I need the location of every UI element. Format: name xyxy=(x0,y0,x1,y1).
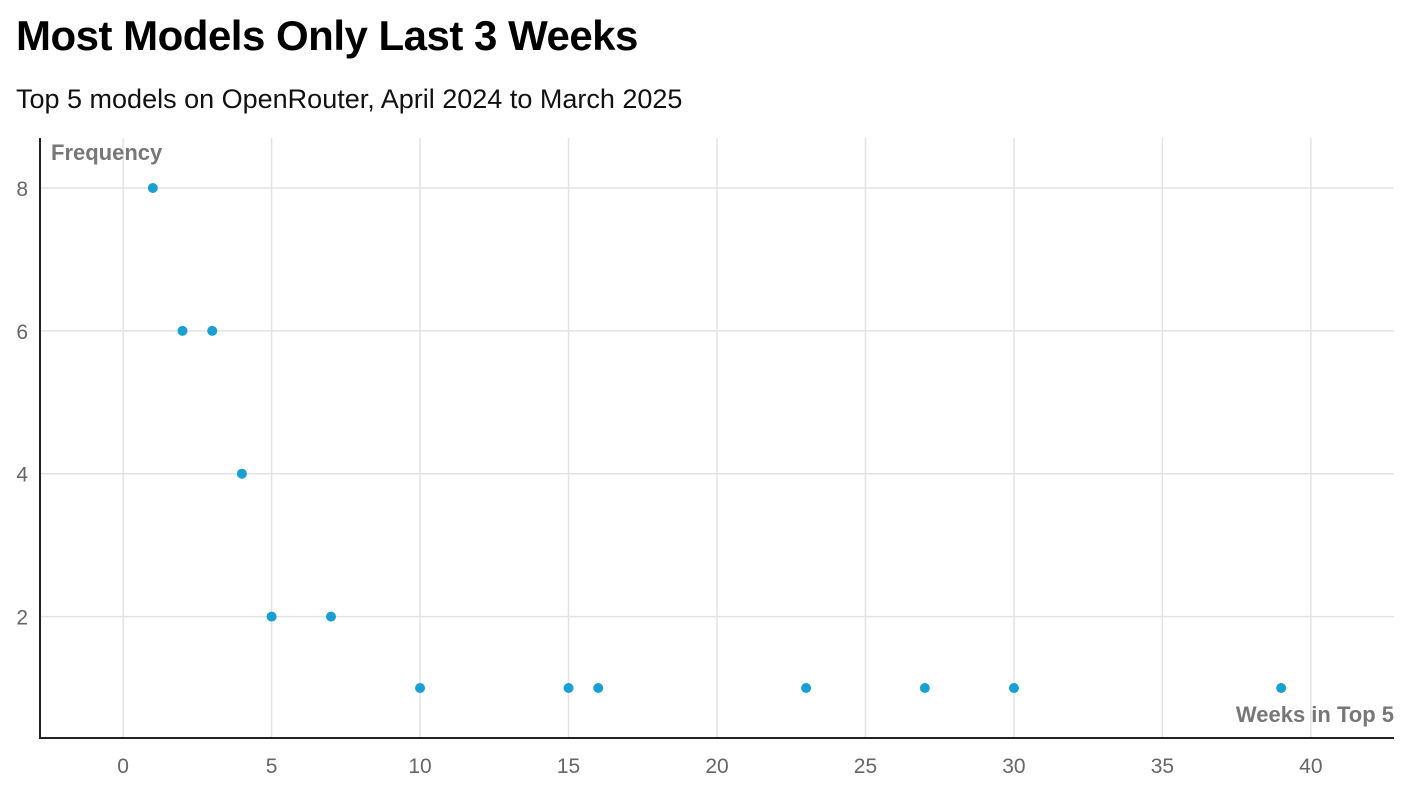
grid-layer xyxy=(40,138,1394,738)
data-point-6 xyxy=(325,611,336,622)
data-point-10 xyxy=(801,683,812,693)
y-tick-label-4: 4 xyxy=(16,464,28,487)
tick-labels: 0 5 10 15 20 25 30 35 40 2 4 6 8 xyxy=(16,178,1322,778)
data-point-11 xyxy=(919,683,930,693)
data-point-3 xyxy=(207,325,218,336)
x-tick-label-30: 30 xyxy=(1002,755,1025,778)
x-tick-label-20: 20 xyxy=(705,755,728,778)
x-tick-label-5: 5 xyxy=(266,755,278,778)
x-tick-label-15: 15 xyxy=(557,755,580,778)
x-tick-label-35: 35 xyxy=(1151,755,1174,778)
y-axis-title: Frequency xyxy=(51,140,163,165)
chart-title: Most Models Only Last 3 Weeks xyxy=(16,12,638,59)
y-tick-label-2: 2 xyxy=(16,607,28,630)
data-point-12 xyxy=(1008,683,1019,693)
data-point-8 xyxy=(563,683,574,693)
x-tick-label-40: 40 xyxy=(1299,755,1322,778)
data-points xyxy=(147,183,1287,693)
chart-subtitle: Top 5 models on OpenRouter, April 2024 t… xyxy=(16,84,683,114)
data-point-13 xyxy=(1276,683,1287,693)
data-point-4 xyxy=(236,468,247,479)
x-tick-label-0: 0 xyxy=(117,755,129,778)
axis-layer xyxy=(39,138,1394,739)
data-point-7 xyxy=(415,683,426,693)
y-tick-label-8: 8 xyxy=(16,178,28,201)
x-tick-label-10: 10 xyxy=(408,755,431,778)
x-tick-label-25: 25 xyxy=(854,755,877,778)
y-tick-label-6: 6 xyxy=(16,321,28,344)
data-point-9 xyxy=(593,683,604,693)
data-point-1 xyxy=(147,183,158,193)
x-axis-title: Weeks in Top 5 xyxy=(1236,702,1394,727)
data-point-2 xyxy=(177,325,188,336)
data-point-5 xyxy=(266,611,277,622)
